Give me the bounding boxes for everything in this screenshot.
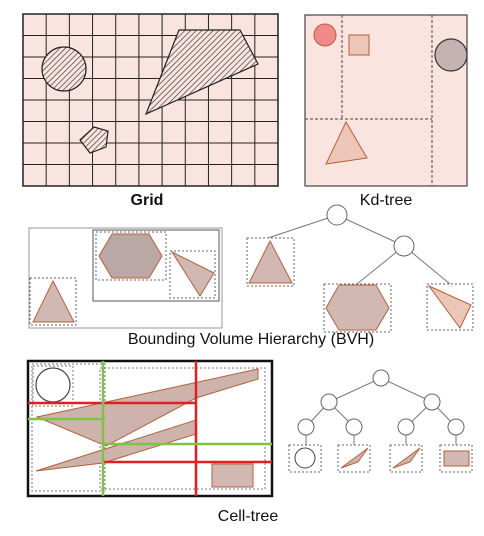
bvh-hexagon-bound: [95, 231, 167, 281]
celltree-inner-node: [423, 393, 441, 411]
bvh-scene: [28, 227, 223, 329]
bvh-right-triangle-bound: [169, 250, 216, 299]
grid-hatched-pentagon: [79, 126, 109, 154]
celltree-leaf-square: [443, 450, 470, 467]
bvh-caption: Bounding Volume Hierarchy (BVH): [127, 331, 375, 348]
bvh-tree-leaf-right-triangle: [427, 284, 472, 329]
bvh-right-triangle: [170, 250, 215, 297]
grid-hatched-circle: [41, 46, 87, 92]
celltree-inner-node: [397, 418, 415, 436]
celltree-circle-bound: [32, 365, 74, 407]
kdtree-square: [348, 34, 370, 56]
celltree-inner-node: [447, 418, 465, 436]
celltree-edge: [380, 377, 433, 403]
celltree-tree: [288, 369, 473, 473]
grid-hatched-quad: [144, 29, 259, 116]
bvh-left-triangle: [32, 279, 75, 323]
celltree-leaf-sliver: [340, 447, 369, 469]
celltree-caption: Cell-tree: [217, 508, 279, 525]
grid-panel: [22, 13, 279, 187]
grid-caption: Grid: [130, 192, 164, 209]
bvh-tree-edge: [267, 214, 338, 239]
kdtree-panel: [304, 14, 468, 187]
kdtree-gray-circle: [434, 38, 468, 72]
celltree-root-node: [372, 369, 390, 387]
kdtree-triangle: [325, 120, 368, 165]
bvh-inner-bound: [92, 229, 220, 302]
bvh-tree: [246, 204, 474, 333]
bvh-tree-edge: [336, 214, 405, 247]
bvh-tree-root-node: [326, 204, 348, 226]
celltree-inner-node: [345, 418, 363, 436]
bvh-tree-leaf-triangle: [248, 239, 293, 284]
celltree-leaf-sliver: [392, 447, 421, 469]
bvh-tree-inner-node: [393, 235, 415, 257]
celltree-sliver-upper: [35, 368, 259, 447]
celltree-scene: [26, 359, 274, 498]
celltree-leaf-circle: [294, 447, 316, 469]
celltree-circle: [35, 367, 71, 403]
bvh-left-triangle-bound: [29, 277, 77, 326]
celltree-edge: [328, 377, 382, 403]
celltree-inner-node: [320, 393, 338, 411]
kdtree-caption: Kd-tree: [359, 192, 413, 209]
celltree-inner-node: [297, 418, 315, 436]
bvh-hexagon: [98, 233, 163, 279]
celltree-square: [211, 463, 254, 488]
bvh-tree-leaf-hexagon: [325, 284, 390, 331]
celltree-right-bound: [99, 367, 266, 490]
kdtree-pink-circle: [313, 23, 337, 47]
